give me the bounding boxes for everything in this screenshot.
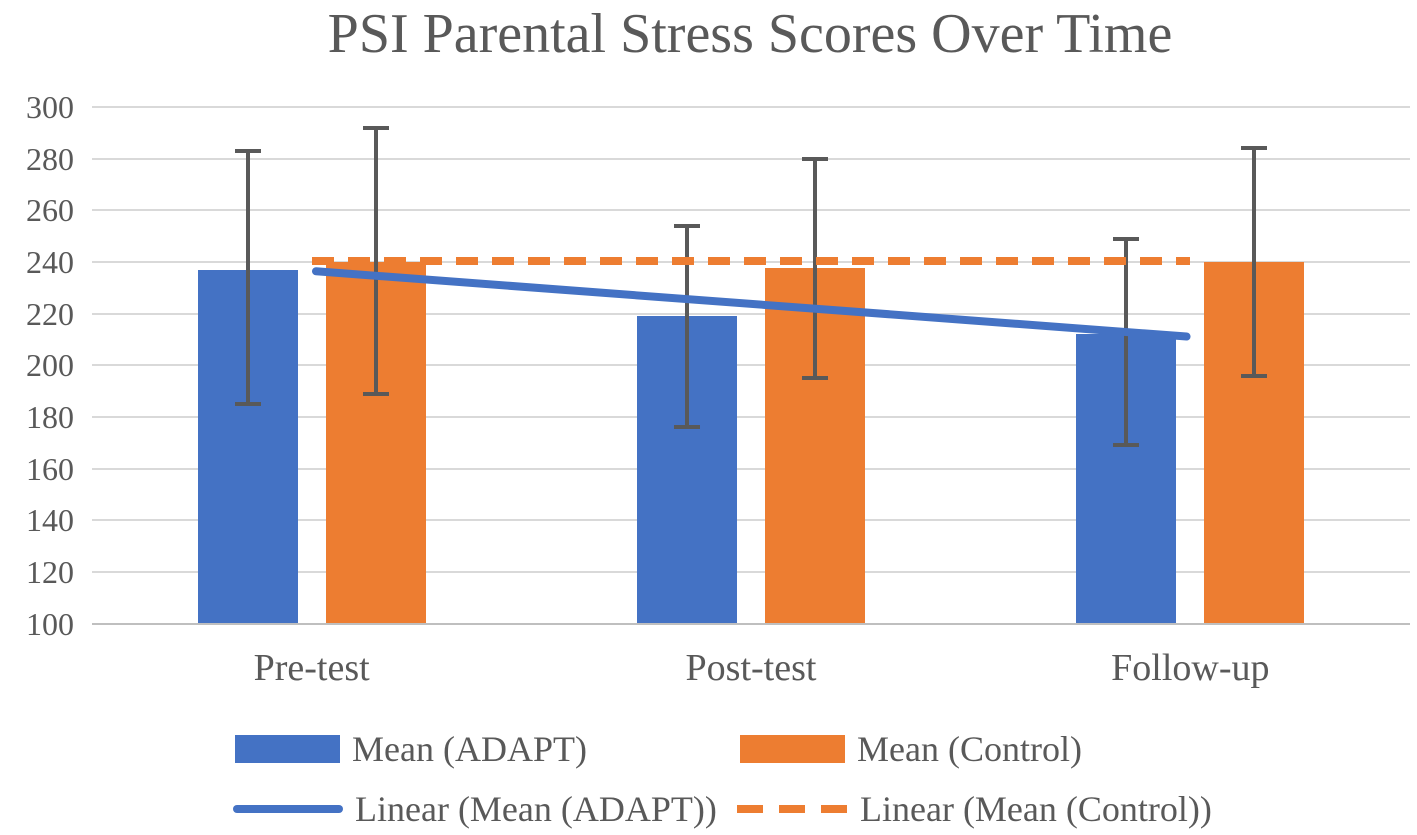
y-tick-label: 260 [26,192,74,229]
error-bar-cap-bottom [362,391,389,396]
x-axis-label: Pre-test [253,647,370,689]
error-bar-stem [685,225,689,428]
error-bar-stem [813,158,817,379]
y-tick-label: 240 [26,243,74,280]
y-tick-label: 280 [26,140,74,177]
y-tick-label: 100 [26,605,74,642]
y-tick-label: 220 [26,295,74,332]
trendline-linear-mean-control- [311,257,1191,266]
y-tick-label: 300 [26,89,74,125]
error-bar-stem [1252,148,1257,376]
error-bar-cap-top [1113,236,1140,241]
error-bar-cap-top [1241,146,1268,151]
y-tick-label: 200 [26,347,74,384]
x-axis-label: Post-test [685,647,817,689]
chart-title: PSI Parental Stress Scores Over Time [327,3,1173,65]
error-bar-stem [245,150,250,404]
legend-label-mean-adapt: Mean (ADAPT) [352,729,587,769]
error-bar-cap-top [802,156,828,161]
x-axis-line [92,622,1410,625]
y-tick-label: 120 [26,553,74,590]
error-bar-cap-bottom [1241,373,1268,378]
gridline [92,570,1410,573]
legend-label-mean-control: Mean (Control) [857,729,1082,769]
error-bar-cap-top [362,125,389,130]
trendline-linear-mean-adapt- [311,266,1191,341]
y-tick-label: 140 [26,502,74,539]
error-bar-cap-top [674,223,700,228]
legend-entry-mean-adapt: Mean (ADAPT) [235,729,587,769]
y-tick-label: 160 [26,450,74,487]
error-bar-cap-bottom [802,376,828,381]
y-tick-label: 180 [26,398,74,435]
legend-label-linear-adapt: Linear (Mean (ADAPT)) [355,789,717,829]
gridline [92,312,1410,315]
error-bar-cap-bottom [234,401,261,406]
gridline [92,106,1410,108]
legend-entry-linear-control: Linear (Mean (Control)) [737,789,1212,829]
error-bar-cap-top [234,148,261,153]
gridline [92,467,1410,470]
gridline [92,415,1410,418]
legend-label-linear-control: Linear (Mean (Control)) [860,789,1212,829]
legend-entry-mean-control: Mean (Control) [740,729,1082,769]
error-bar-cap-bottom [1113,443,1140,448]
legend-swatch-adapt-bar [235,735,340,763]
error-bar-cap-bottom [674,425,700,430]
gridline [92,519,1410,522]
gridline [92,209,1410,212]
gridline [92,157,1410,160]
legend-swatch-control-bar [740,735,845,763]
x-axis-label: Follow-up [1111,647,1270,689]
legend-entry-linear-adapt: Linear (Mean (ADAPT)) [233,789,717,829]
legend-swatch-control-trendline [737,805,848,813]
gridline [92,364,1410,367]
legend-swatch-adapt-trendline [233,805,343,813]
error-bar-stem [1124,238,1129,446]
